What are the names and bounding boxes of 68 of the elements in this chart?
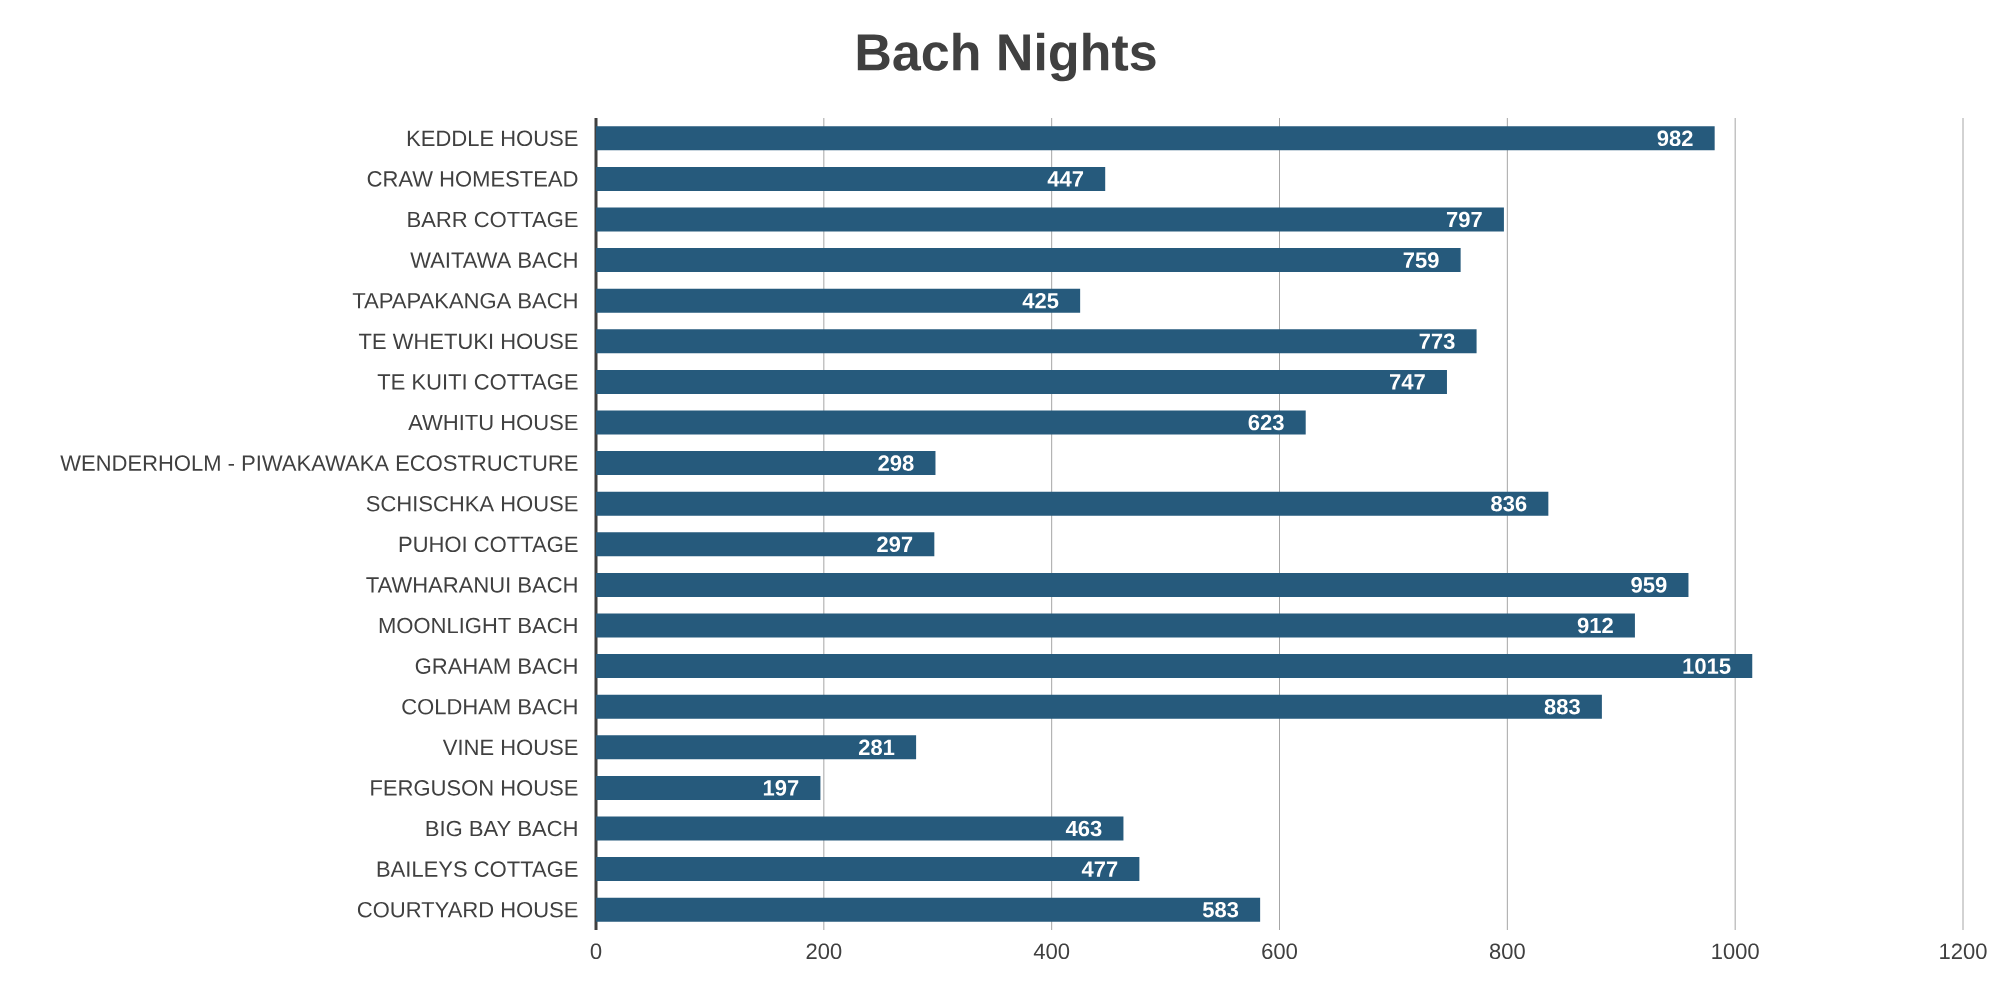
bar — [596, 166, 1106, 191]
bar — [596, 126, 1715, 151]
y-tick-label: BARR COTTAGE — [408, 211, 578, 228]
y-tick-label: TAPAPAKANGA BACH — [352, 292, 577, 309]
y-tick-label: WENDERHOLM - PIWAKAWAKA ECOSTRUCTURE — [60, 455, 578, 471]
y-tick-label: BIG BAY BACH — [426, 820, 577, 837]
data-label: 623 — [1248, 414, 1284, 431]
bar — [596, 816, 1124, 841]
y-tick-label: AWHITU HOUSE — [408, 414, 578, 431]
data-label: 297 — [877, 536, 913, 553]
bar — [596, 654, 1753, 679]
bar — [596, 532, 935, 557]
y-tick-label: MOONLIGHT BACH — [379, 617, 577, 634]
bar — [596, 491, 1549, 516]
data-label: 836 — [1491, 495, 1527, 512]
x-tick-label: 800 — [1489, 943, 1525, 960]
data-label: 773 — [1419, 333, 1455, 350]
y-tick-label: CRAW HOMESTEAD — [367, 171, 578, 187]
bar — [596, 735, 917, 760]
bar — [596, 613, 1635, 638]
data-label: 982 — [1657, 130, 1693, 147]
data-label: 583 — [1202, 901, 1239, 918]
data-label: 747 — [1390, 374, 1425, 390]
bar — [596, 694, 1602, 719]
bar — [596, 329, 1477, 354]
bar — [596, 572, 1689, 597]
x-tick-label: 600 — [1262, 943, 1297, 960]
data-label: 463 — [1065, 820, 1102, 837]
y-tick-label: TE KUITI COTTAGE — [377, 374, 578, 390]
bar — [596, 410, 1306, 435]
y-tick-label: PUHOI COTTAGE — [399, 536, 578, 553]
x-tick-label: 0 — [590, 943, 602, 960]
x-tick-label: 1200 — [1940, 943, 1987, 960]
bar — [596, 288, 1081, 313]
data-label: 477 — [1081, 861, 1118, 877]
data-label: 425 — [1022, 292, 1059, 309]
bar — [596, 897, 1261, 922]
bar — [596, 857, 1140, 882]
data-label: 912 — [1577, 617, 1613, 634]
bar — [596, 369, 1447, 394]
bar — [596, 248, 1461, 273]
data-label: 883 — [1544, 698, 1580, 715]
x-tick-label: 400 — [1033, 943, 1070, 960]
chart-title: Bach Nights — [857, 32, 1156, 82]
y-tick-label: FERGUSON HOUSE — [371, 780, 578, 796]
y-tick-label: GRAHAM BACH — [415, 658, 577, 674]
y-tick-label: TE WHETUKI HOUSE — [358, 333, 578, 350]
data-label: 959 — [1631, 577, 1667, 593]
data-label: 298 — [878, 455, 914, 471]
data-label: 797 — [1446, 211, 1482, 228]
bar — [596, 451, 936, 476]
y-tick-label: KEDDLE HOUSE — [407, 130, 578, 147]
data-label: 197 — [763, 780, 799, 796]
y-tick-label: BAILEYS COTTAGE — [377, 861, 578, 877]
data-label: 281 — [858, 739, 895, 756]
bar — [596, 207, 1504, 232]
y-tick-label: WAITAWA BACH — [410, 252, 577, 268]
y-tick-label: TAWHARANUI BACH — [366, 577, 577, 593]
bar — [596, 775, 821, 800]
y-tick-label: VINE HOUSE — [442, 739, 578, 756]
x-tick-label: 1000 — [1712, 943, 1759, 960]
y-tick-label: COLDHAM BACH — [402, 698, 577, 715]
x-tick-label: 200 — [806, 943, 842, 960]
data-label: 1015 — [1683, 658, 1731, 674]
data-label: 759 — [1403, 252, 1439, 268]
y-tick-label: COURTYARD HOUSE — [357, 901, 578, 918]
y-tick-label: SCHISCHKA HOUSE — [366, 495, 578, 512]
data-label: 447 — [1047, 171, 1084, 187]
